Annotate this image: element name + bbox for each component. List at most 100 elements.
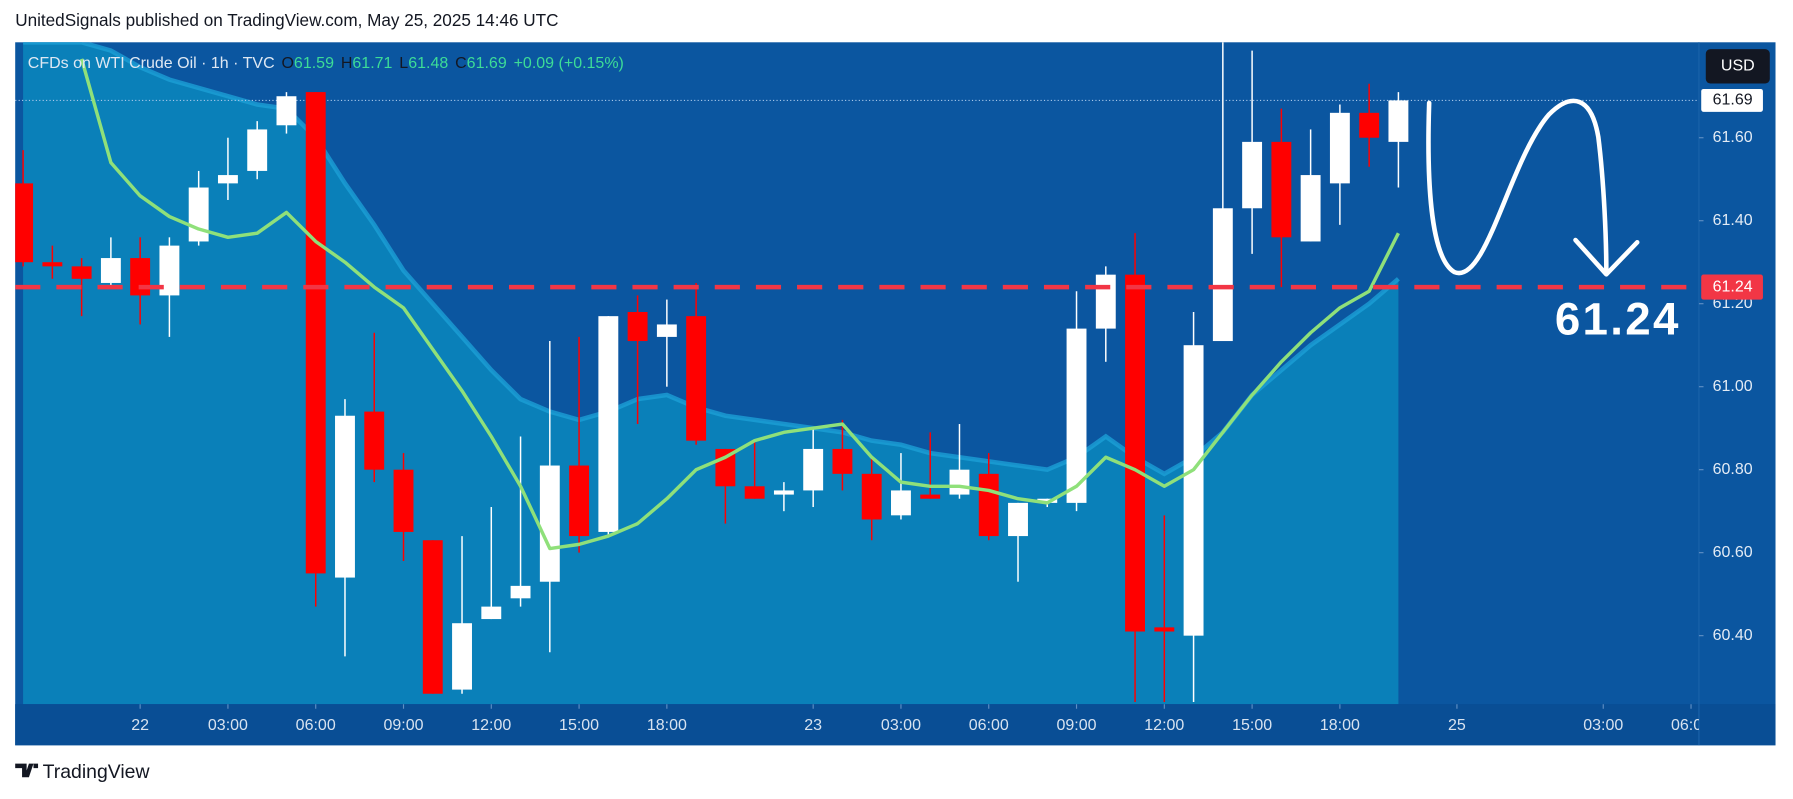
logo-icon (15, 763, 39, 778)
candle-body (744, 486, 765, 499)
candle-body (861, 473, 882, 520)
legend-value: 61.71 (352, 55, 392, 72)
x-tick-label: 15:00 (1232, 717, 1272, 734)
x-tick-label: 03:00 (881, 717, 921, 734)
candle-body (1242, 141, 1263, 209)
candle-body (510, 585, 531, 599)
candle-body (1154, 627, 1175, 632)
candle-body (1183, 345, 1204, 636)
candle-body (15, 183, 34, 263)
x-tick-label: 12:00 (1144, 717, 1184, 734)
candle-body (422, 540, 443, 694)
legend-title: CFDs on WTI Crude Oil · 1h · TVC (28, 55, 275, 72)
price-axis: 60.4060.6060.8061.0061.2061.4061.6061.24… (1698, 49, 1770, 644)
ema-line (79, 58, 1400, 551)
y-tick-label: 60.40 (1713, 627, 1753, 644)
candle-body (100, 258, 121, 283)
time-axis-band (15, 704, 1776, 746)
x-tick-label: 03:00 (1583, 717, 1623, 734)
candle-body (130, 258, 151, 296)
candle-body (71, 266, 92, 279)
candle-body (1037, 498, 1058, 503)
legend-letter: L (399, 55, 408, 72)
candle-body (686, 316, 707, 441)
x-tick-label: 03:00 (208, 717, 248, 734)
candle-body (481, 606, 502, 620)
candle-body (276, 96, 297, 126)
x-tick-label: 18:00 (647, 717, 687, 734)
candle-body (217, 175, 238, 184)
level-price-box (1701, 274, 1763, 300)
x-tick-label: 25 (1448, 717, 1466, 734)
candle-body (42, 262, 63, 267)
x-tick-label: 15:00 (559, 717, 599, 734)
y-tick-label: 61.00 (1713, 378, 1753, 395)
arrow-head (1573, 237, 1640, 277)
candle-body (1095, 274, 1116, 329)
candle-body (920, 494, 941, 499)
x-tick-label: 06:00 (1671, 717, 1711, 734)
legend-value: 61.69 (467, 55, 507, 72)
candle-body (1359, 112, 1380, 138)
candle-body (305, 92, 326, 574)
legend-change: +0.09 (+0.15%) (514, 55, 624, 72)
y-tick-label: 61.60 (1713, 129, 1753, 146)
last-price-label: 61.69 (1713, 92, 1753, 109)
candle-body (247, 129, 268, 171)
candle-body (656, 324, 677, 337)
candle-body (627, 312, 648, 342)
candle-body (335, 415, 355, 578)
y-tick-label: 60.80 (1713, 461, 1753, 478)
last-price-box (1701, 88, 1763, 112)
x-tick-label: 22 (131, 717, 149, 734)
legend-letter: O (281, 55, 293, 72)
candle-body (891, 490, 911, 516)
legend-letter: C (455, 55, 467, 72)
candle-body (539, 465, 560, 582)
candle-body (364, 411, 385, 470)
tradingview-logo: TradingView (15, 761, 150, 783)
legend-value: 61.59 (294, 55, 334, 72)
hand-drawn-arrow (1426, 98, 1609, 276)
candle-body (1329, 112, 1350, 184)
candle-body (1388, 100, 1409, 142)
candle-body (773, 490, 794, 495)
x-tick-label: 09:00 (383, 717, 423, 734)
x-tick-label: 18:00 (1320, 717, 1360, 734)
candle-body (393, 469, 414, 532)
candle-body (1066, 328, 1087, 503)
candle-body (978, 473, 999, 537)
candle-body (188, 187, 209, 242)
time-axis: 22 03:00 06:00 09:00 12:00 15:00 18:00 23 03:00 0… (131, 704, 1711, 734)
x-tick-label: 12:00 (471, 717, 511, 734)
candle-body (803, 448, 824, 491)
candle-body (1271, 141, 1292, 238)
candle-body (1125, 274, 1146, 632)
area-fill (23, 42, 1399, 705)
y-tick-label: 61.40 (1713, 212, 1753, 229)
footer-brand: TradingView (43, 761, 151, 783)
y-tick-label: 60.60 (1713, 544, 1753, 561)
currency-label: USD (1721, 58, 1755, 75)
area-edge (23, 42, 1400, 477)
candle-body (1212, 208, 1233, 342)
x-tick-label: 09:00 (1057, 717, 1097, 734)
legend-letter: H (341, 55, 353, 72)
x-tick-label: 06:00 (296, 717, 336, 734)
level-price-label: 61.24 (1713, 278, 1753, 295)
candle-body (159, 245, 180, 296)
candle-body (1300, 175, 1321, 242)
publish-header: UnitedSignals published on TradingView.c… (15, 10, 558, 30)
currency-box (1705, 49, 1770, 84)
ohlc-legend: CFDs on WTI Crude Oil · 1h · TVC O 61.59 H 6… (28, 55, 624, 72)
candle-body (452, 623, 472, 690)
x-tick-label: 23 (804, 717, 822, 734)
candle-body (598, 316, 619, 532)
candle-body (1008, 502, 1028, 537)
candle-body (569, 465, 590, 537)
candle-body (949, 469, 970, 495)
level-annotation: 61.24 (1555, 294, 1681, 345)
candle-body (832, 448, 853, 474)
legend-value: 61.48 (408, 55, 448, 72)
